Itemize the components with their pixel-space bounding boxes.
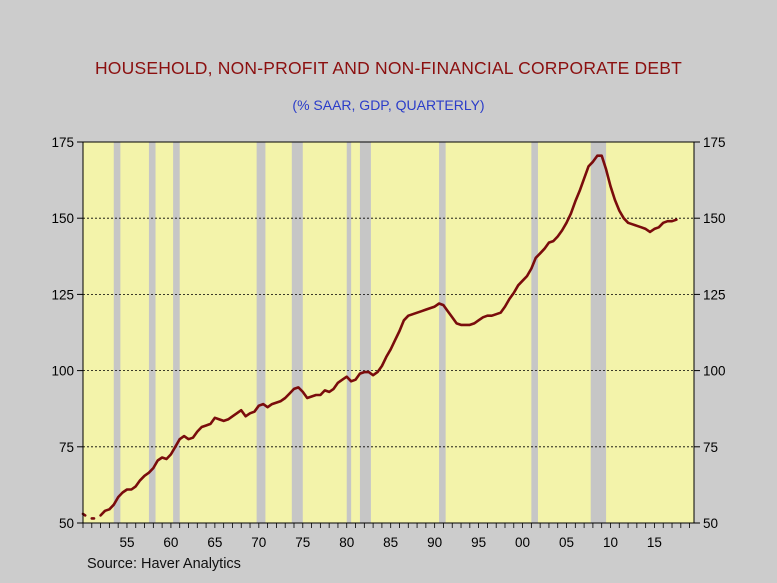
recession-band [113, 142, 121, 523]
x-tick-label: 15 [647, 535, 662, 550]
chart-subtitle: (% SAAR, GDP, QUARTERLY) [292, 97, 485, 113]
y-tick-label-right: 175 [703, 135, 726, 150]
recession-band [346, 142, 352, 523]
recession-band [256, 142, 266, 523]
chart-title: HOUSEHOLD, NON-PROFIT AND NON-FINANCIAL … [94, 58, 683, 78]
x-tick-label: 95 [471, 535, 486, 550]
series-line [99, 154, 678, 517]
recession-band [359, 142, 371, 523]
y-tick-label-right: 75 [703, 440, 718, 455]
recession-bands [113, 142, 607, 523]
source-note: Source: Haver Analytics [87, 556, 241, 572]
x-tick-label: 60 [163, 535, 178, 550]
recession-band [531, 142, 538, 523]
x-tick-label: 05 [559, 535, 574, 550]
y-axis-right: 50 75 100 125 150 175 [694, 135, 726, 531]
y-tick-label: 150 [51, 211, 74, 226]
y-tick-label-right: 50 [703, 516, 718, 531]
x-axis: 55 60 65 70 75 80 85 90 95 00 05 10 15 [82, 523, 691, 550]
y-tick-label-right: 150 [703, 211, 726, 226]
y-tick-label: 125 [51, 287, 74, 302]
y-tick-label: 50 [59, 516, 74, 531]
recession-band [291, 142, 303, 523]
x-tick-label: 85 [383, 535, 398, 550]
y-tick-label-right: 125 [703, 287, 726, 302]
x-tick-label: 10 [603, 535, 618, 550]
recession-band [590, 142, 607, 523]
recession-band [148, 142, 156, 523]
x-tick-label: 90 [427, 535, 442, 550]
gridlines [83, 217, 694, 448]
x-tick-label: 70 [251, 535, 266, 550]
y-tick-label: 175 [51, 135, 74, 150]
recession-band [173, 142, 180, 523]
y-axis-left: 50 75 100 125 150 175 [51, 135, 83, 531]
recession-band [439, 142, 446, 523]
x-tick-label: 75 [295, 535, 310, 550]
y-tick-label-right: 100 [703, 364, 726, 379]
x-tick-label: 65 [207, 535, 222, 550]
x-tick-label: 55 [119, 535, 134, 550]
x-tick-label: 80 [339, 535, 354, 550]
y-tick-label: 100 [51, 364, 74, 379]
x-tick-label: 00 [515, 535, 530, 550]
y-tick-label: 75 [59, 440, 74, 455]
plot-border [82, 141, 695, 524]
